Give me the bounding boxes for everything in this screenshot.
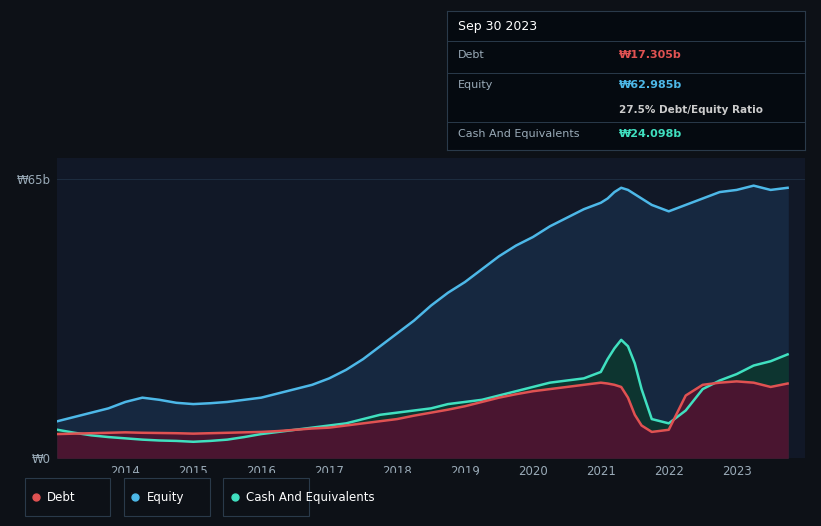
- Text: ₩62.985b: ₩62.985b: [619, 80, 682, 90]
- Text: Cash And Equivalents: Cash And Equivalents: [458, 129, 580, 139]
- Text: ₩17.305b: ₩17.305b: [619, 49, 681, 59]
- Text: Equity: Equity: [147, 491, 184, 503]
- Text: Debt: Debt: [458, 49, 485, 59]
- Text: 27.5% Debt/Equity Ratio: 27.5% Debt/Equity Ratio: [619, 105, 763, 115]
- Text: Debt: Debt: [48, 491, 76, 503]
- Text: Equity: Equity: [458, 80, 493, 90]
- Text: Cash And Equivalents: Cash And Equivalents: [246, 491, 374, 503]
- Text: Sep 30 2023: Sep 30 2023: [458, 21, 537, 33]
- Text: ₩24.098b: ₩24.098b: [619, 129, 682, 139]
